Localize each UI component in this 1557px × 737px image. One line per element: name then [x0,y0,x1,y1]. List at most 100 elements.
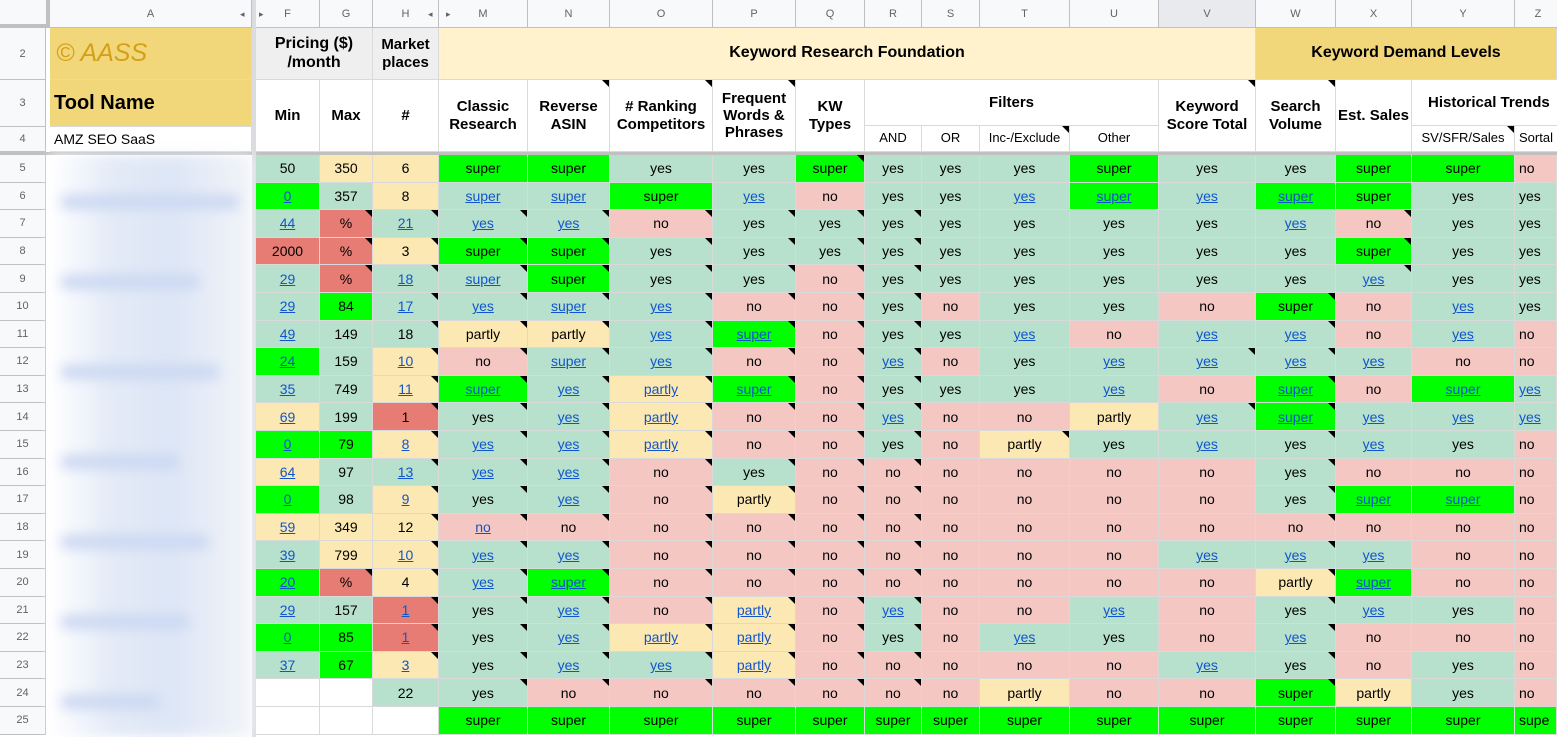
cell-est-sales[interactable]: no [1336,651,1412,680]
cell-score[interactable]: yes [1159,651,1256,680]
column-header-r[interactable]: R [865,0,922,28]
cell-search-volume[interactable]: yes [1256,348,1336,376]
cell-kw-types[interactable]: yes [796,210,865,238]
cell-incexc[interactable]: yes [980,320,1070,349]
cell-other[interactable]: no [1070,513,1159,542]
cell-est-sales[interactable]: no [1336,293,1412,321]
cell-or[interactable]: no [922,651,980,680]
cell-sv-trends[interactable]: yes [1412,210,1515,238]
cell-kw-types[interactable]: super [796,707,865,735]
cell-sv-trends[interactable]: yes [1412,651,1515,680]
cell-and[interactable]: no [865,513,922,542]
cell-kw-types[interactable]: no [796,265,865,293]
cell-max[interactable]: 349 [320,513,373,542]
cell-frequent[interactable]: partly [713,596,796,625]
frozen-row-divider[interactable] [0,152,1557,155]
row-header-10[interactable]: 10 [0,293,46,321]
est-sales-header[interactable]: Est. Sales [1336,80,1412,152]
cell-frequent[interactable]: no [713,541,796,569]
cell-incexc[interactable]: yes [980,375,1070,404]
cell-sv-trends[interactable]: yes [1412,293,1515,321]
cell-and[interactable]: yes [865,182,922,211]
cell-sv-trends[interactable]: no [1412,513,1515,542]
cell-and[interactable]: yes [865,596,922,625]
marketplace-count-header[interactable]: # [373,80,439,152]
cell-other[interactable]: super [1070,155,1159,183]
sv-sfr-sales-header[interactable]: SV/SFR/Sales [1412,126,1515,152]
cell-score[interactable]: no [1159,375,1256,404]
cell-reverse-asin[interactable]: partly [528,320,610,349]
cell-search-volume[interactable]: partly [1256,569,1336,597]
cell-max[interactable] [320,707,373,735]
cell-marketplaces[interactable]: 13 [373,458,439,487]
cell-classic[interactable]: super [439,707,528,735]
cell-score[interactable]: yes [1159,155,1256,183]
cell-other[interactable]: yes [1070,375,1159,404]
cell-kw-types[interactable]: no [796,182,865,211]
cell-search-volume[interactable]: yes [1256,431,1336,459]
collapse-left-icon[interactable]: ◂ [240,9,245,19]
cell-classic[interactable]: yes [439,210,528,238]
cell-min[interactable]: 37 [256,651,320,680]
row-header-19[interactable]: 19 [0,541,46,569]
column-header-a[interactable]: A [50,0,252,28]
cell-ranking[interactable]: yes [610,320,713,349]
cell-sv-trends[interactable]: no [1412,541,1515,569]
cell-incexc[interactable]: no [980,569,1070,597]
cell-est-sales[interactable]: super [1336,569,1412,597]
foundation-header[interactable]: Keyword Research Foundation [439,28,1256,80]
cell-classic[interactable]: yes [439,403,528,431]
cell-max[interactable] [320,679,373,707]
cell-max[interactable]: 799 [320,541,373,569]
cell-frequent[interactable]: yes [713,265,796,293]
cell-score[interactable]: yes [1159,348,1256,376]
cell-min[interactable]: 39 [256,541,320,569]
cell-frequent[interactable]: super [713,707,796,735]
row-header-21[interactable]: 21 [0,596,46,625]
cell-sortable[interactable]: no [1515,596,1557,625]
cell-sortable[interactable]: yes [1515,293,1557,321]
cell-ranking[interactable]: no [610,210,713,238]
cell-reverse-asin[interactable]: no [528,513,610,542]
column-header-g[interactable]: G [320,0,373,28]
cell-kw-types[interactable]: super [796,155,865,183]
cell-marketplaces[interactable]: 17 [373,293,439,321]
cell-score[interactable]: no [1159,596,1256,625]
cell-and[interactable]: yes [865,320,922,349]
cell-kw-types[interactable]: no [796,431,865,459]
cell-other[interactable]: super [1070,707,1159,735]
cell-est-sales[interactable]: no [1336,375,1412,404]
cell-or[interactable]: yes [922,182,980,211]
cell-min[interactable]: 0 [256,486,320,514]
cell-search-volume[interactable]: super [1256,182,1336,211]
cell-kw-types[interactable]: no [796,541,865,569]
row-header-2[interactable]: 2 [0,28,46,80]
cell-other[interactable]: yes [1070,265,1159,293]
row-header-24[interactable]: 24 [0,679,46,707]
column-header-f[interactable]: F [256,0,320,28]
column-header-n[interactable]: N [528,0,610,28]
cell-search-volume[interactable]: yes [1256,541,1336,569]
cell-sv-trends[interactable]: no [1412,348,1515,376]
cell-min[interactable]: 0 [256,182,320,211]
cell-max[interactable]: 157 [320,596,373,625]
demand-header[interactable]: Keyword Demand Levels [1256,28,1557,80]
cell-or[interactable]: super [922,707,980,735]
cell-sv-trends[interactable]: no [1412,458,1515,487]
cell-marketplaces[interactable] [373,707,439,735]
cell-incexc[interactable]: no [980,596,1070,625]
cell-score[interactable]: yes [1159,237,1256,266]
cell-or[interactable]: no [922,541,980,569]
cell-marketplaces[interactable]: 9 [373,486,439,514]
cell-est-sales[interactable]: super [1336,155,1412,183]
cell-min[interactable]: 29 [256,293,320,321]
cell-and[interactable]: super [865,707,922,735]
cell-incexc[interactable]: no [980,458,1070,487]
cell-and[interactable]: no [865,458,922,487]
column-header-p[interactable]: P [713,0,796,28]
column-header-s[interactable]: S [922,0,980,28]
cell-classic[interactable]: yes [439,679,528,707]
cell-ranking[interactable]: partly [610,403,713,431]
cell-classic[interactable]: super [439,182,528,211]
cell-marketplaces[interactable]: 10 [373,541,439,569]
